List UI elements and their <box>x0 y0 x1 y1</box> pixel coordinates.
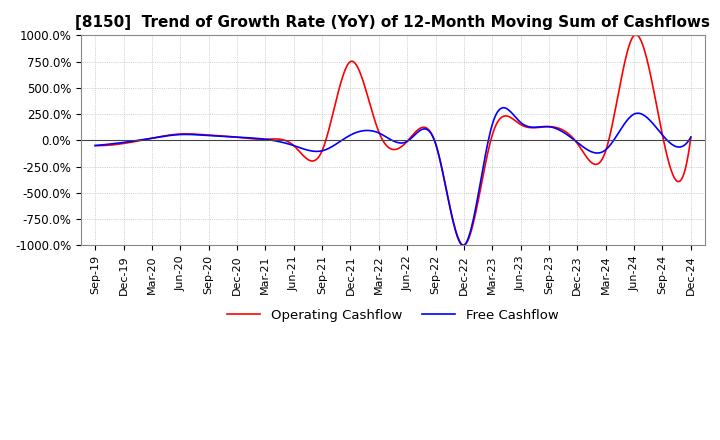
Line: Free Cashflow: Free Cashflow <box>95 108 690 246</box>
Line: Operating Cashflow: Operating Cashflow <box>95 35 690 245</box>
Operating Cashflow <box>675 179 683 184</box>
Operating Cashflow <box>91 143 99 148</box>
Operating Cashflow <box>413 128 422 133</box>
Free Cashflow <box>499 105 508 110</box>
Free Cashflow <box>459 243 467 248</box>
Operating Cashflow <box>686 135 695 140</box>
Free Cashflow <box>374 130 382 135</box>
Operating Cashflow <box>377 136 386 141</box>
Free Cashflow <box>413 130 422 135</box>
Free Cashflow <box>91 143 99 148</box>
Free Cashflow <box>582 146 590 151</box>
Operating Cashflow <box>374 127 382 132</box>
Free Cashflow <box>686 135 695 140</box>
Operating Cashflow <box>459 242 468 248</box>
Free Cashflow <box>675 144 683 150</box>
Free Cashflow <box>446 204 454 209</box>
Operating Cashflow <box>446 203 454 208</box>
Legend: Operating Cashflow, Free Cashflow: Operating Cashflow, Free Cashflow <box>222 303 564 327</box>
Free Cashflow <box>377 132 386 137</box>
Operating Cashflow <box>580 152 589 157</box>
Title: [8150]  Trend of Growth Rate (YoY) of 12-Month Moving Sum of Cashflows: [8150] Trend of Growth Rate (YoY) of 12-… <box>76 15 711 30</box>
Operating Cashflow <box>631 33 639 38</box>
